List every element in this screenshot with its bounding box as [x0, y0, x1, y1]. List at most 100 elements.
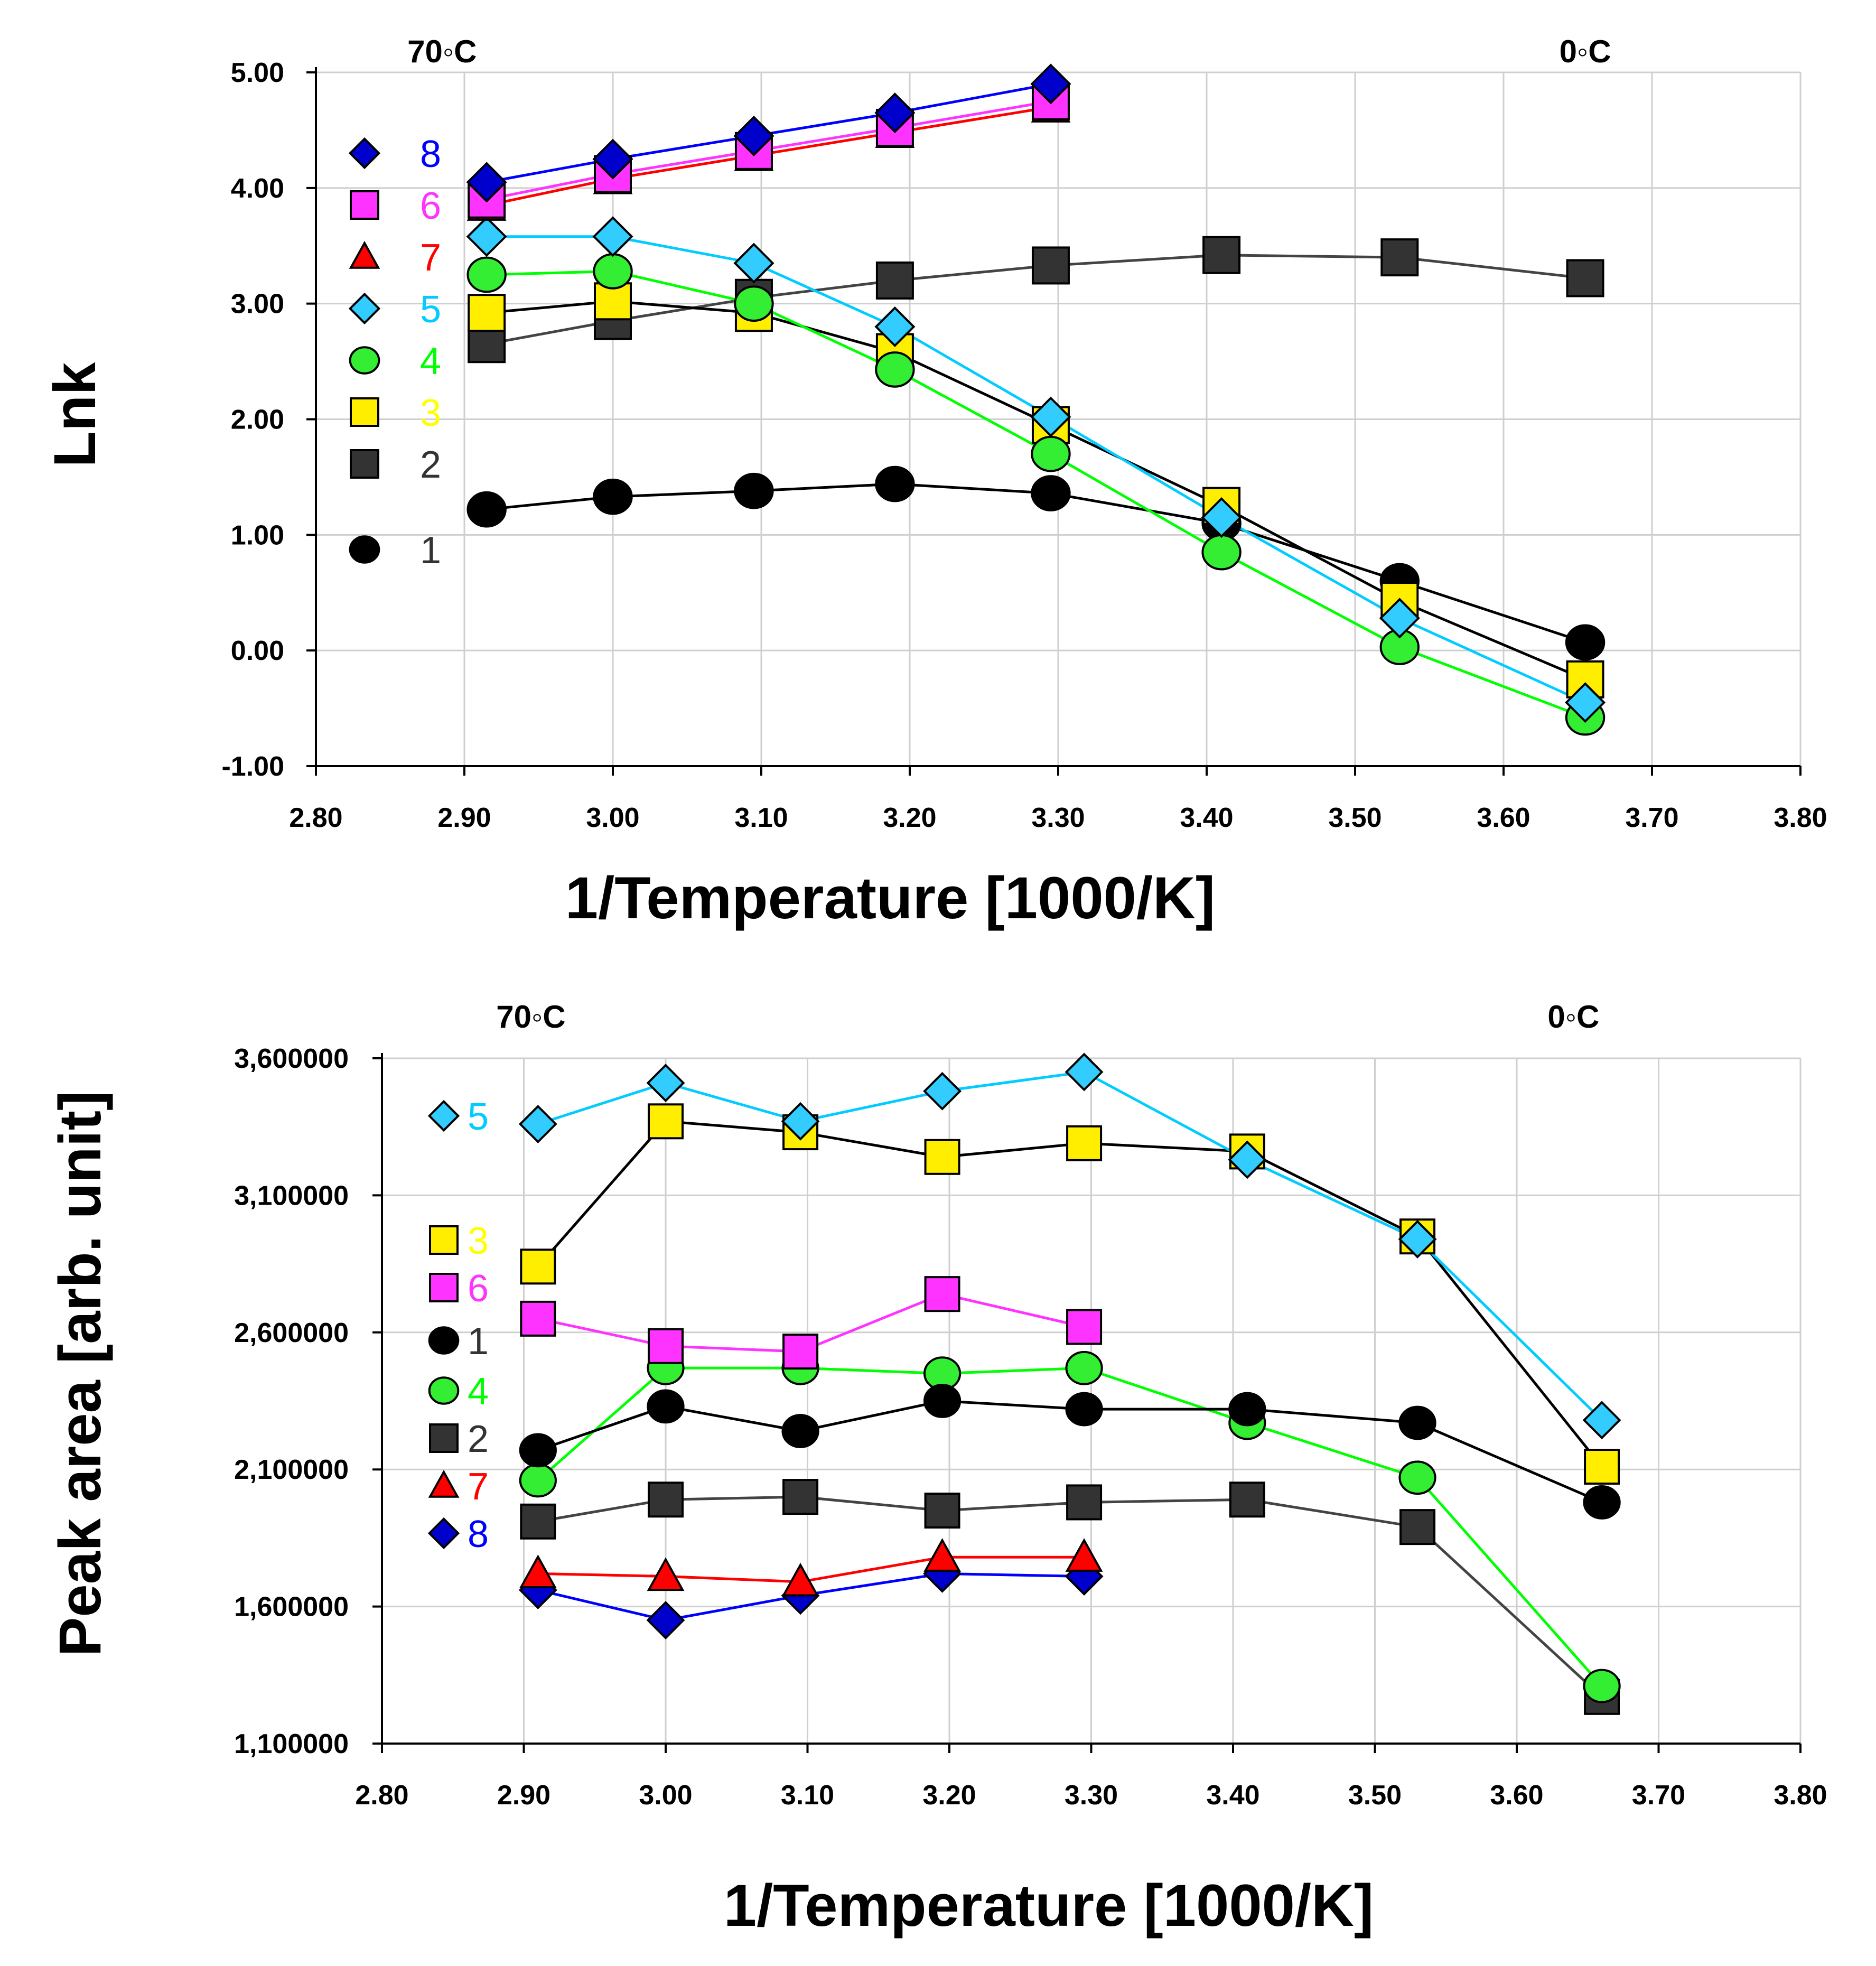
x-tick-label: 3.40	[1206, 1780, 1259, 1811]
legend-label-6: 6	[420, 185, 441, 227]
chart-lnk-vs-inverse-temperature: -1.00 0.00 1.00 2.00 3.00 4.00 5.00 2.80 2.90 3.0…	[42, 34, 1827, 931]
legend-marker-7	[428, 1469, 460, 1498]
x-tick-label: 3.00	[586, 803, 639, 833]
x-tick-label: 3.20	[922, 1780, 976, 1811]
legend-marker-8	[348, 137, 381, 170]
data-point-series-4	[1201, 534, 1242, 571]
legend-marker-3	[350, 397, 379, 427]
x-tick-label: 3.10	[781, 1780, 834, 1811]
data-point-series-1	[1565, 624, 1606, 661]
y-tick-label: 5.00	[231, 58, 284, 88]
data-point-series-7	[647, 1557, 685, 1591]
series-line-5	[537, 1070, 1603, 1421]
data-point-series-5	[1379, 598, 1420, 639]
data-point-series-1	[1031, 475, 1071, 511]
data-point-series-3	[468, 294, 506, 332]
top-y-axis-title: Lnk	[42, 362, 108, 468]
data-point-series-2	[468, 325, 506, 364]
legend-label-7: 7	[420, 237, 441, 279]
bottom-y-axis-title: Peak area [arb. unit]	[47, 1091, 113, 1657]
data-point-series-2	[1566, 259, 1604, 297]
chart-peak-area-vs-inverse-temperature: 1,100000 1,600000 2,100000 2,600000 3,100000…	[47, 999, 1827, 1939]
legend-marker-1	[349, 535, 380, 564]
data-point-series-5	[592, 216, 633, 257]
y-tick-label: 3.00	[231, 289, 284, 320]
data-point-series-3	[520, 1248, 556, 1285]
legend-label-2: 2	[468, 1418, 489, 1460]
x-tick-label: 3.30	[1031, 803, 1085, 833]
y-tick-label: 3,600000	[234, 1043, 349, 1074]
x-tick-label: 3.30	[1065, 1780, 1118, 1811]
y-tick-label: 0.00	[231, 636, 284, 666]
data-point-series-5	[518, 1105, 557, 1143]
series-line-4	[537, 1366, 1603, 1687]
x-tick-label: 3.50	[1328, 803, 1382, 833]
x-tick-label: 3.60	[1490, 1780, 1543, 1811]
x-tick-label: 3.80	[1774, 803, 1827, 833]
bottom-tick-labels: 1,100000 1,600000 2,100000 2,600000 3,100000…	[234, 1043, 1827, 1811]
data-point-series-3	[648, 1103, 684, 1140]
data-point-series-5	[1065, 1052, 1104, 1092]
data-point-series-4	[1398, 1460, 1436, 1495]
legend-label-5: 5	[420, 288, 441, 331]
data-point-series-1	[734, 472, 774, 509]
data-point-series-1	[647, 1389, 685, 1424]
x-tick-label: 3.10	[734, 803, 788, 833]
bottom-gridlines	[382, 1057, 1802, 1744]
legend-marker-2	[429, 1423, 459, 1453]
x-tick-label: 3.70	[1632, 1780, 1685, 1811]
top-axes	[306, 67, 1802, 776]
data-point-series-5	[1582, 1401, 1621, 1440]
data-point-series-1	[1065, 1392, 1103, 1427]
legend-marker-4	[349, 346, 380, 375]
data-point-series-3	[1066, 1125, 1103, 1161]
data-point-series-3	[924, 1139, 960, 1175]
top-series	[466, 63, 1606, 736]
data-point-series-2	[1202, 236, 1241, 274]
legend-marker-5	[427, 1100, 460, 1132]
series-line-4	[487, 269, 1586, 719]
data-point-series-2	[875, 261, 914, 300]
data-point-series-6	[924, 1276, 960, 1312]
y-tick-label: 3,100000	[234, 1180, 349, 1211]
legend-label-4: 4	[420, 340, 441, 383]
y-tick-label: 2,600000	[234, 1318, 349, 1348]
data-point-series-4	[519, 1463, 557, 1498]
data-point-series-6	[648, 1328, 684, 1364]
data-point-series-1	[466, 491, 507, 528]
y-tick-label: 1.00	[231, 520, 284, 551]
data-point-series-7	[923, 1538, 961, 1572]
data-point-series-8	[592, 138, 633, 180]
legend-label-8: 8	[420, 133, 441, 175]
data-point-series-2	[782, 1479, 819, 1515]
legend-label-3: 3	[420, 392, 441, 434]
bottom-annotations: 70◦C 0◦C	[496, 999, 1599, 1035]
data-point-series-1	[1228, 1392, 1266, 1427]
data-point-series-8	[733, 115, 774, 156]
legend-label-1: 1	[468, 1320, 489, 1363]
top-tick-labels: -1.00 0.00 1.00 2.00 3.00 4.00 5.00 2.80 2.90 3.0…	[221, 58, 1827, 833]
data-point-series-1	[1398, 1405, 1436, 1440]
x-tick-label: 3.40	[1180, 803, 1233, 833]
bottom-axes	[372, 1053, 1802, 1753]
data-point-series-5	[923, 1071, 962, 1111]
y-tick-label: 1,600000	[234, 1592, 349, 1623]
data-point-series-5	[1398, 1219, 1437, 1259]
data-point-series-1	[519, 1433, 557, 1468]
top-x-axis-title: 1/Temperature [1000/K]	[565, 865, 1215, 931]
legend-marker-2	[350, 449, 379, 479]
x-tick-label: 3.80	[1774, 1780, 1827, 1811]
data-point-series-1	[923, 1384, 962, 1418]
legend-label-1: 1	[420, 529, 441, 572]
data-point-series-2	[924, 1493, 960, 1529]
data-point-series-2	[520, 1503, 556, 1540]
legend-marker-7	[349, 240, 380, 269]
legend-label-5: 5	[468, 1096, 489, 1138]
series-line-1	[486, 482, 1586, 644]
x-tick-label: 2.90	[437, 803, 491, 833]
data-point-series-7	[1065, 1538, 1103, 1572]
data-point-series-2	[1229, 1482, 1265, 1518]
legend-marker-1	[428, 1326, 460, 1355]
data-point-series-5	[1565, 682, 1606, 723]
